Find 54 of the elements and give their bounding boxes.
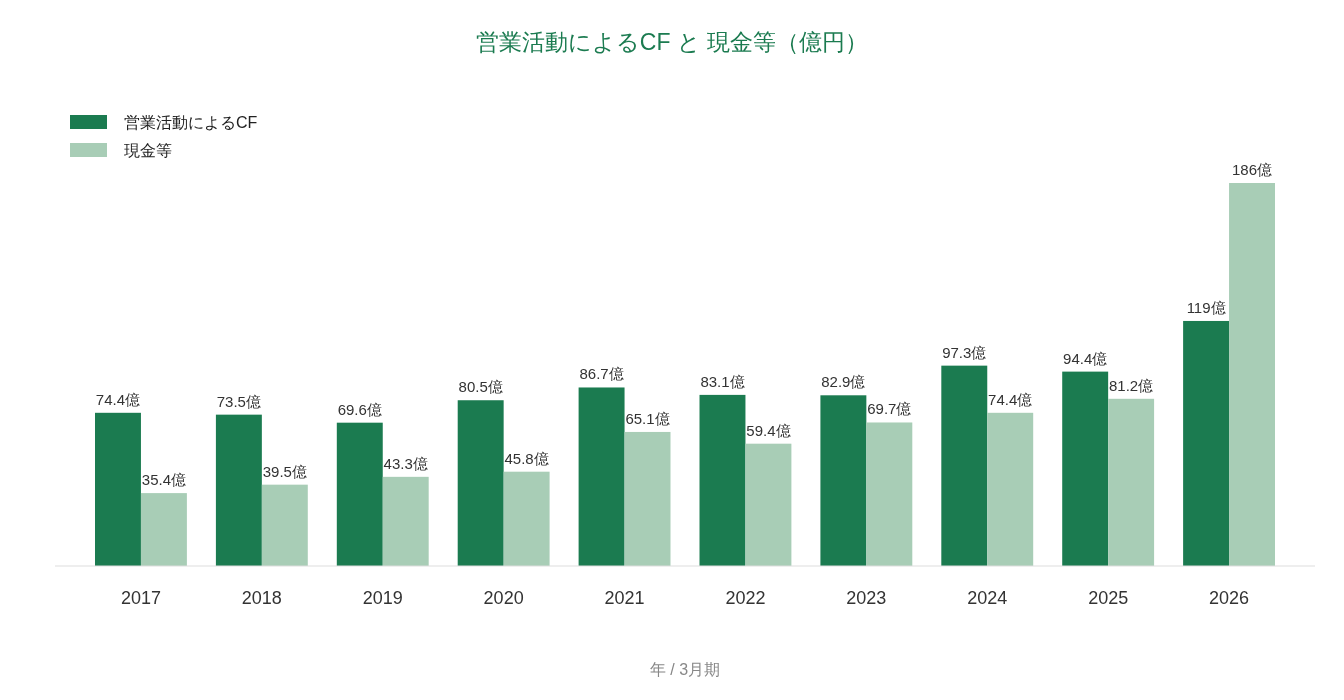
x-tick-label: 2023 <box>846 588 887 608</box>
data-label: 81.2億 <box>1109 376 1154 394</box>
x-axis-title: 年 / 3月期 <box>649 661 721 678</box>
bar <box>503 471 550 566</box>
bar <box>866 422 913 566</box>
bar <box>382 476 429 566</box>
data-label: 65.1億 <box>625 409 670 427</box>
data-label: 97.3億 <box>942 343 987 361</box>
x-tick-label: 2025 <box>1088 588 1129 608</box>
data-label: 74.4億 <box>988 390 1033 408</box>
bar <box>261 484 308 566</box>
x-tick-label: 2018 <box>241 588 282 608</box>
x-tick-label: 2026 <box>1209 588 1250 608</box>
bar <box>140 493 187 566</box>
x-tick-label: 2019 <box>362 588 403 608</box>
bar <box>941 365 988 566</box>
bar <box>215 414 262 566</box>
data-label: 74.4億 <box>95 390 141 408</box>
data-label: 45.8億 <box>504 449 549 467</box>
x-tick-label: 2024 <box>967 588 1008 608</box>
data-label: 73.5億 <box>216 392 261 410</box>
data-label: 186億 <box>1232 161 1273 178</box>
chart-title: 営業活動によるCF と 現金等（億円） <box>475 29 869 55</box>
x-tick-label: 2021 <box>604 588 645 608</box>
legend-label: 営業活動によるCF <box>124 114 258 131</box>
bar <box>820 395 867 566</box>
data-label: 119億 <box>1186 298 1226 316</box>
data-label: 59.4億 <box>746 421 791 439</box>
data-label: 83.1億 <box>700 372 745 390</box>
data-label: 39.5億 <box>262 462 307 480</box>
bar <box>987 412 1034 566</box>
legend-label: 現金等 <box>124 142 172 159</box>
x-tick-label: 2017 <box>120 588 161 608</box>
x-tick-label: 2020 <box>483 588 524 608</box>
bar <box>624 431 671 566</box>
bar <box>1108 398 1155 566</box>
data-label: 43.3億 <box>383 454 428 472</box>
data-label: 69.7億 <box>867 400 912 418</box>
data-label: 94.4億 <box>1063 349 1108 367</box>
data-label: 69.6億 <box>337 400 382 418</box>
bar <box>336 422 383 566</box>
bar <box>1229 183 1275 566</box>
bar <box>95 412 141 566</box>
bar <box>745 443 792 566</box>
data-label: 35.4億 <box>141 471 187 489</box>
data-label: 86.7億 <box>579 365 624 383</box>
data-label: 82.9億 <box>821 373 866 391</box>
bar <box>1183 320 1230 566</box>
bar <box>457 400 504 566</box>
data-label: 80.5億 <box>458 378 503 396</box>
bar <box>578 387 625 566</box>
bar <box>1062 371 1109 566</box>
x-tick-label: 2022 <box>725 588 766 608</box>
bar <box>699 394 746 566</box>
